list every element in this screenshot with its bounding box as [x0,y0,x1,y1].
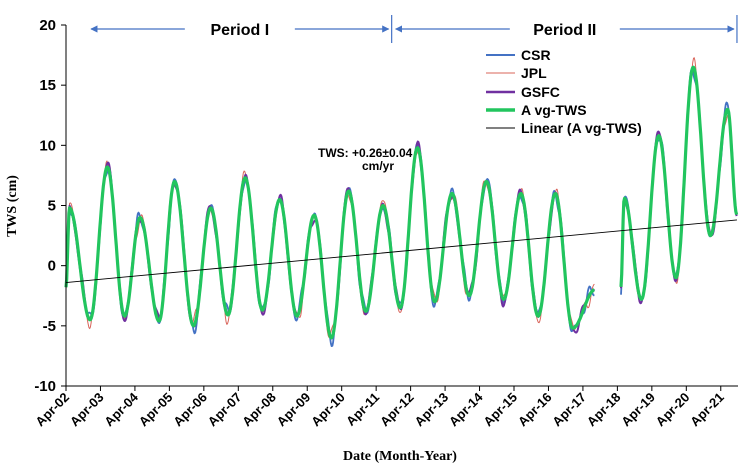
x-tick-label: Apr-19 [618,390,658,430]
trend-annotation-line1: TWS: +0.26±0.04 [318,146,413,160]
period-label: Period I [210,22,269,39]
x-tick-label: Apr-02 [32,390,72,430]
series-line-avg-tws [619,65,739,301]
x-tick-label: Apr-08 [239,390,279,430]
legend: CSR JPL GSFC A vg-TWS Linear (A vg-TWS) [486,47,642,136]
x-tick-label: Apr-03 [67,390,107,430]
x-tick-label: Apr-18 [584,390,624,430]
legend-label-avg-tws: A vg-TWS [521,102,587,118]
x-axis-title: Date (Month-Year) [343,449,457,464]
x-tick-label: Apr-15 [480,390,520,430]
y-axis-title: TWS (cm) [5,175,20,237]
legend-label-csr: CSR [521,47,551,63]
x-tick-label: Apr-17 [549,390,589,430]
x-tick-label: Apr-16 [515,390,555,430]
series-line-avg-tws [64,146,596,340]
x-tick-label: Apr-20 [653,390,693,430]
axes [65,25,738,387]
y-tick-label: -5 [43,318,56,335]
y-tick-label: -10 [34,378,56,395]
y-tick-label: 20 [39,17,56,34]
x-tick-label: Apr-05 [136,390,176,430]
x-tick-label: Apr-10 [308,390,348,430]
period-label: Period II [533,22,596,39]
trend-annotation-line2: cm/yr [362,159,394,173]
y-tick-label: 5 [48,198,56,215]
x-tick-label: Apr-12 [377,390,417,430]
x-tick-label: Apr-13 [411,390,451,430]
x-tick-label: Apr-07 [205,390,245,430]
x-tick-label: Apr-09 [274,390,314,430]
x-tick-label: Apr-14 [446,389,486,429]
x-tick-label: Apr-06 [170,390,210,430]
legend-label-gsfc: GSFC [521,84,560,100]
legend-label-jpl: JPL [521,65,547,81]
trendline-avg-tws [65,219,738,283]
legend-label-linear: Linear (A vg-TWS) [521,120,642,136]
y-tick-label: 0 [48,258,56,275]
y-tick-label: 15 [39,77,56,94]
x-tick-label: Apr-04 [101,389,141,429]
x-tick-label: Apr-11 [343,390,382,429]
x-tick-label: Apr-21 [687,390,727,430]
y-tick-label: 10 [39,137,56,154]
